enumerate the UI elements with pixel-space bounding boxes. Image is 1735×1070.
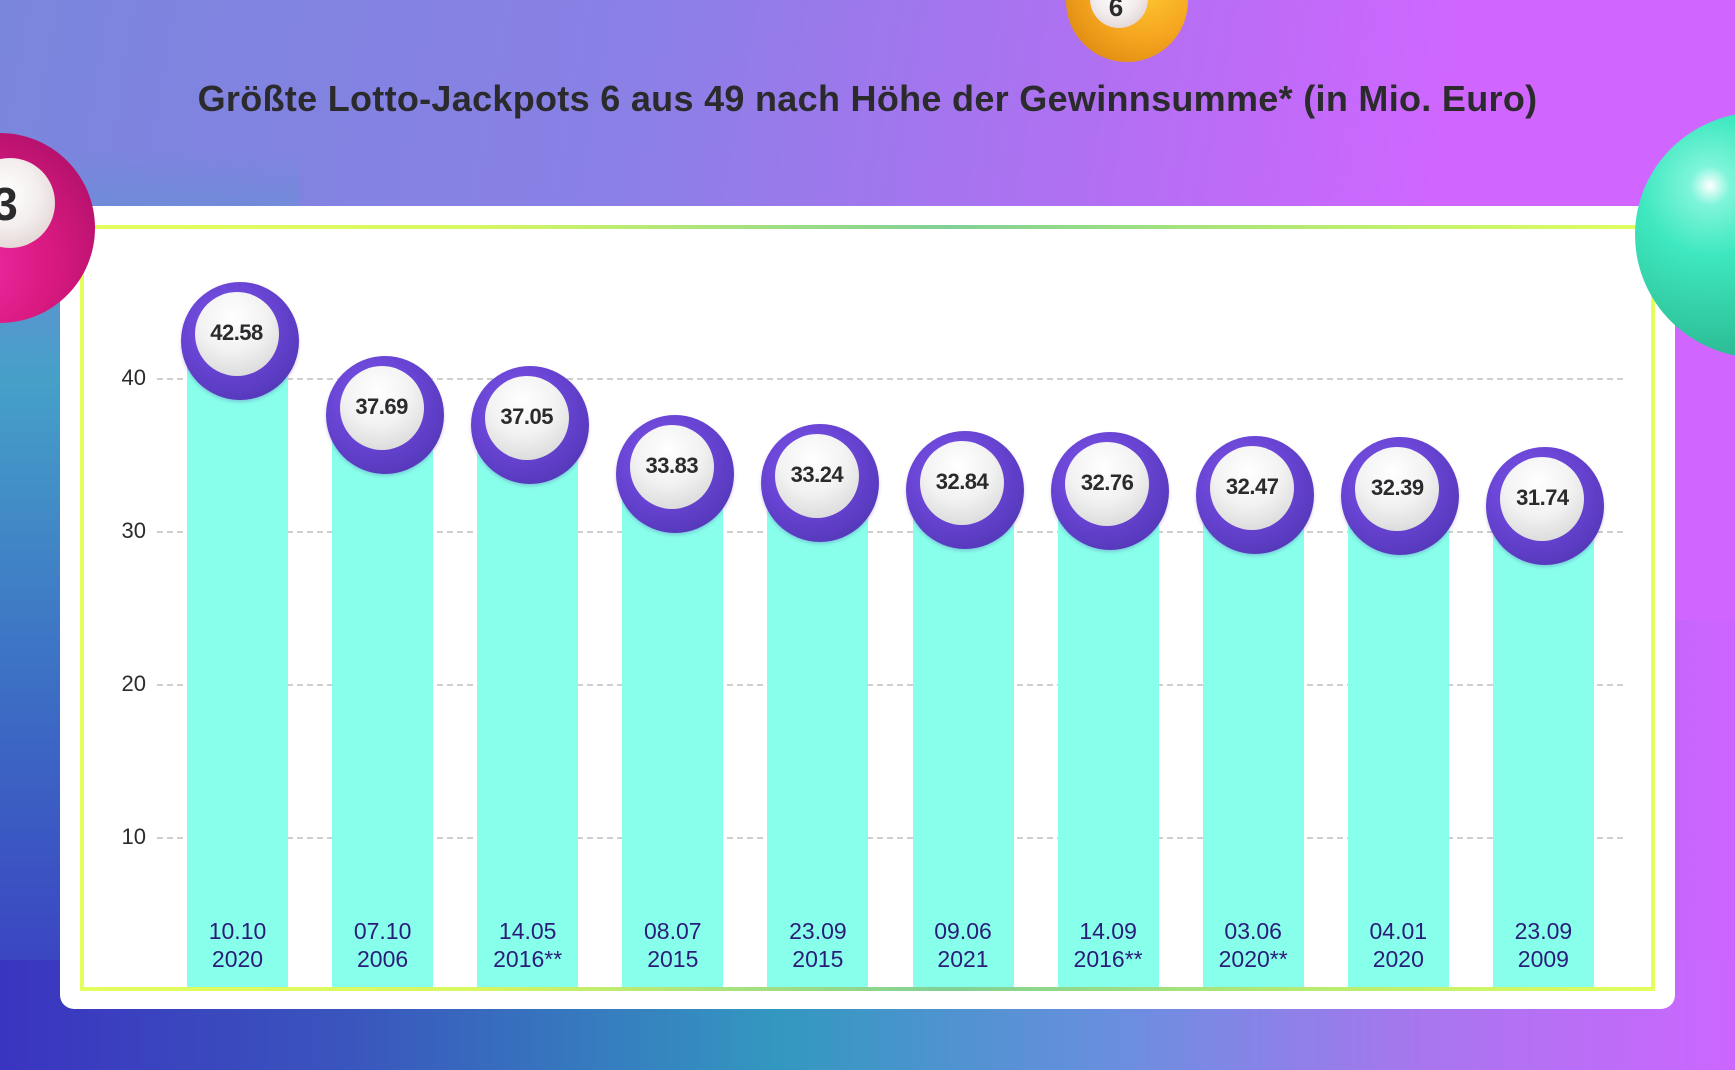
chart-frame-top (80, 225, 1655, 229)
value-lotto-ball-icon: 32.76 (1051, 431, 1170, 550)
bar-date-label: 14.05 (498, 918, 557, 944)
bar-year-label: 2021 (937, 946, 989, 972)
value-lotto-ball-icon: 33.24 (760, 424, 879, 543)
value-lotto-ball-icon: 37.05 (470, 366, 589, 485)
bar-value-label: 37.05 (500, 404, 553, 430)
value-lotto-ball-icon: 32.84 (906, 430, 1024, 549)
bar (1347, 495, 1449, 988)
ball-number: 3 (0, 178, 18, 230)
bar-date-label: 04.01 (1369, 918, 1428, 944)
chart-frame-left (80, 225, 84, 991)
ball-face (339, 366, 424, 451)
bar-value-label: 37.69 (355, 394, 408, 420)
ball-face (194, 291, 279, 376)
gridline (157, 837, 1623, 839)
gridline (157, 378, 1623, 380)
bar (912, 488, 1014, 988)
ball-face (1210, 446, 1295, 531)
ball-face (1065, 441, 1150, 526)
bar-value-label: 31.74 (1516, 485, 1569, 511)
value-lotto-ball-icon: 42.58 (180, 281, 299, 400)
bar-date-label: 03.06 (1224, 918, 1282, 944)
bar-year-label: 2009 (1517, 946, 1569, 972)
bar-value-label: 42.58 (210, 319, 263, 345)
bar-date-label: 10.10 (208, 918, 267, 944)
gridline (157, 684, 1623, 686)
y-axis-tick-label: 20 (121, 671, 146, 696)
bar-value-label: 32.47 (1225, 474, 1279, 500)
value-lotto-ball-icon: 33.83 (615, 415, 734, 534)
bar-value-label: 32.39 (1371, 475, 1424, 501)
bar (187, 339, 288, 988)
value-lotto-ball-icon: 31.74 (1486, 447, 1605, 566)
bar-date-label: 08.07 (644, 918, 702, 944)
bar-value-label: 32.84 (935, 468, 989, 494)
ball-face (629, 425, 714, 510)
bar-year-label: 2016** (1073, 946, 1143, 972)
bar-year-label: 2006 (357, 946, 409, 972)
bar-year-label: 2015 (647, 946, 699, 972)
ball-number: 6 (1108, 0, 1124, 22)
value-lotto-ball-icon: 32.47 (1196, 436, 1315, 555)
bar (622, 473, 724, 988)
bar-value-label: 33.83 (645, 453, 699, 479)
gridline (157, 531, 1623, 533)
ball-face (1355, 447, 1440, 532)
ball-face (774, 434, 859, 519)
bar-year-label: 2020 (211, 946, 264, 972)
bar-date-label: 09.06 (934, 918, 992, 944)
bar-date-label: 23.09 (789, 918, 847, 944)
bar (1202, 494, 1304, 988)
bar-value-label: 33.24 (790, 462, 844, 488)
ball-face (920, 440, 1004, 525)
y-axis-tick-label: 40 (121, 365, 146, 390)
ball-face (1500, 457, 1585, 542)
bar-year-label: 2016** (493, 946, 563, 972)
bar (767, 482, 869, 988)
chart-frame-bottom (80, 987, 1655, 991)
bar (477, 424, 579, 988)
bar-value-label: 32.76 (1080, 469, 1134, 495)
bar-year-label: 2020** (1218, 946, 1288, 972)
bar (1492, 505, 1594, 988)
y-axis-tick-label: 10 (121, 824, 146, 849)
bar-year-label: 2020 (1372, 946, 1424, 972)
value-lotto-ball-icon: 32.39 (1341, 437, 1460, 556)
bar-date-label: 14.09 (1079, 918, 1137, 944)
bar (332, 414, 434, 988)
bar-year-label: 2015 (792, 946, 844, 972)
value-lotto-ball-icon: 37.69 (325, 356, 444, 475)
bar-date-label: 07.10 (353, 918, 412, 944)
chart-title: Größte Lotto-Jackpots 6 aus 49 nach Höhe… (197, 78, 1538, 119)
y-axis-tick-label: 30 (121, 518, 146, 543)
bar-date-label: 23.09 (1514, 918, 1573, 944)
bar (1057, 489, 1159, 988)
ball-face (484, 376, 569, 461)
chart-frame-right (1651, 225, 1655, 991)
